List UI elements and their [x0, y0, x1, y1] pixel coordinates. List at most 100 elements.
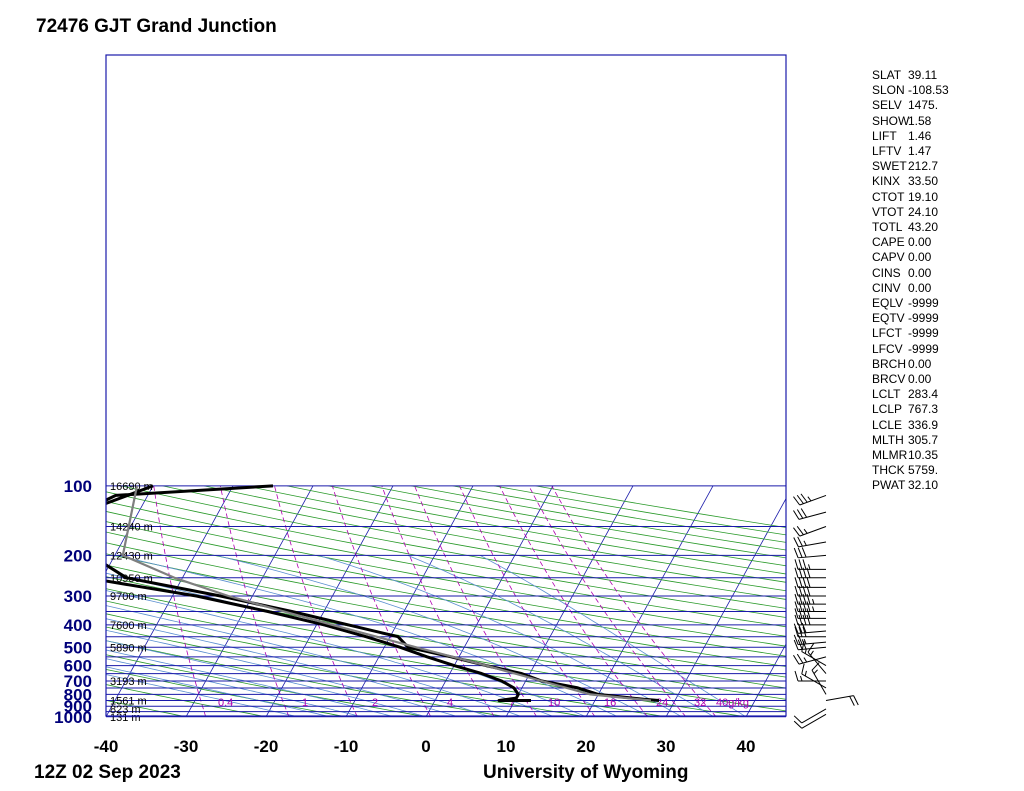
isotherm-line	[0, 486, 73, 717]
wind-barb-feather	[806, 608, 811, 619]
wind-barb-half-feather	[800, 675, 803, 682]
wind-barb-staff	[801, 713, 827, 729]
wind-barb-feather	[800, 493, 808, 503]
wind-barb-feather	[794, 608, 799, 619]
wind-barb-feather	[793, 654, 800, 665]
wind-barb-half-feather	[803, 657, 808, 663]
wind-barb-feather	[798, 577, 803, 588]
index-value: 24.10	[908, 204, 939, 219]
wind-barb-feather	[793, 634, 799, 645]
index-row-cins: CINS 0.00	[872, 266, 949, 281]
wind-barb-feather	[800, 508, 808, 518]
index-value: 39.11	[908, 68, 938, 82]
wind-barb-staff	[798, 541, 827, 548]
wind-barb-feather	[794, 559, 799, 570]
wind-barb-feather	[793, 720, 803, 729]
index-value: 336.9	[908, 417, 939, 432]
wind-barb	[793, 526, 827, 537]
index-row-cinv: CINV 0.00	[872, 281, 949, 296]
index-value: 1475.	[908, 98, 939, 113]
height-label: 9700 m	[110, 591, 147, 603]
dry-adiabat-line	[494, 485, 786, 536]
wind-barb-half-feather	[813, 669, 818, 674]
index-row-ctot: CTOT 19.10	[872, 190, 949, 205]
wind-barb-feather	[807, 643, 815, 653]
wind-barb	[793, 493, 827, 506]
mixing-ratio-label: 2	[372, 697, 378, 709]
dry-adiabat-line	[121, 485, 786, 609]
temperature-tick-label: 0	[421, 737, 430, 756]
moist-adiabat-line	[106, 674, 297, 716]
index-row-lclt: LCLT 283.4	[872, 387, 949, 402]
index-name: KINX	[872, 174, 901, 189]
index-row-lift: LIFT 1.46	[872, 129, 949, 144]
index-value: 0.00	[908, 250, 932, 265]
mixing-ratio-label: 16	[604, 697, 616, 709]
mixing-ratio-label: 4	[447, 697, 453, 709]
wind-barb-feather	[802, 593, 807, 605]
wind-barb-feather	[794, 670, 799, 682]
mixing-ratio-line	[274, 485, 358, 716]
wind-barb-feather	[806, 614, 811, 626]
wind-barb-feather	[802, 577, 807, 588]
index-value: 19.10	[908, 189, 939, 204]
wind-barb-feather	[798, 585, 803, 597]
dry-adiabat-line	[245, 485, 786, 583]
index-value: -9999	[908, 326, 939, 341]
index-row-kinx: KINX 33.50	[872, 174, 949, 189]
index-value: 1.46	[908, 128, 932, 143]
index-name: CAPE	[872, 235, 905, 250]
wind-barb-feather	[794, 626, 799, 637]
index-name: BRCH	[872, 356, 907, 371]
wind-barb-feather	[797, 547, 803, 558]
wind-barb	[801, 663, 827, 689]
wind-barb	[794, 593, 826, 605]
dry-adiabat-line	[0, 486, 26, 717]
wind-barb	[794, 670, 826, 682]
wind-barb-feather	[794, 577, 799, 588]
wind-barb-staff	[825, 695, 854, 701]
index-value: 767.3	[908, 402, 939, 417]
wind-barb	[793, 713, 827, 729]
temperature-tick-label: 40	[737, 737, 756, 756]
pressure-label: 300	[64, 587, 92, 606]
index-name: SLON	[872, 83, 905, 98]
index-value: 0.00	[908, 372, 932, 387]
wind-barb-feather	[793, 715, 803, 724]
index-row-lftv: LFTV 1.47	[872, 144, 949, 159]
index-name: CINV	[872, 280, 901, 295]
index-value: 10.35	[908, 448, 939, 463]
index-name: MLTH	[872, 432, 904, 447]
index-name: LFCV	[872, 341, 903, 356]
wind-barb-half-feather	[810, 650, 814, 656]
wind-barb-feather	[801, 622, 807, 633]
pressure-label: 800	[64, 685, 92, 704]
wind-barb	[794, 577, 826, 588]
wind-barb-feather	[793, 639, 799, 650]
index-name: CINS	[872, 265, 901, 280]
wind-barb-feather	[798, 593, 803, 605]
pressure-label: 500	[64, 638, 92, 657]
pressure-label: 700	[64, 672, 92, 691]
wind-barb-staff	[798, 641, 827, 646]
pressure-label: 100	[64, 477, 92, 496]
height-label: 12430 m	[110, 550, 153, 562]
moist-adiabat-line	[480, 555, 746, 716]
wind-barb-feather	[796, 526, 804, 536]
wind-barb-feather	[798, 626, 803, 637]
temperature-profile-line	[106, 484, 660, 702]
index-row-lclp: LCLP 767.3	[872, 402, 949, 417]
wind-barb-half-feather	[807, 496, 812, 502]
index-name: PWAT	[872, 478, 906, 493]
wind-barb-feather	[802, 567, 807, 578]
wind-barb-feather	[811, 662, 820, 671]
wind-barb-feather	[802, 559, 807, 570]
wind-barb-staff	[807, 651, 827, 674]
index-row-brch: BRCH 0.00	[872, 357, 949, 372]
wind-barb-feather	[802, 608, 807, 619]
index-row-slon: SLON -108.53	[872, 83, 949, 98]
wind-barb-half-feather	[803, 638, 807, 645]
wind-barb	[793, 622, 827, 634]
index-row-selv: SELV 1475.	[872, 98, 949, 113]
data-source: University of Wyoming	[483, 762, 689, 783]
